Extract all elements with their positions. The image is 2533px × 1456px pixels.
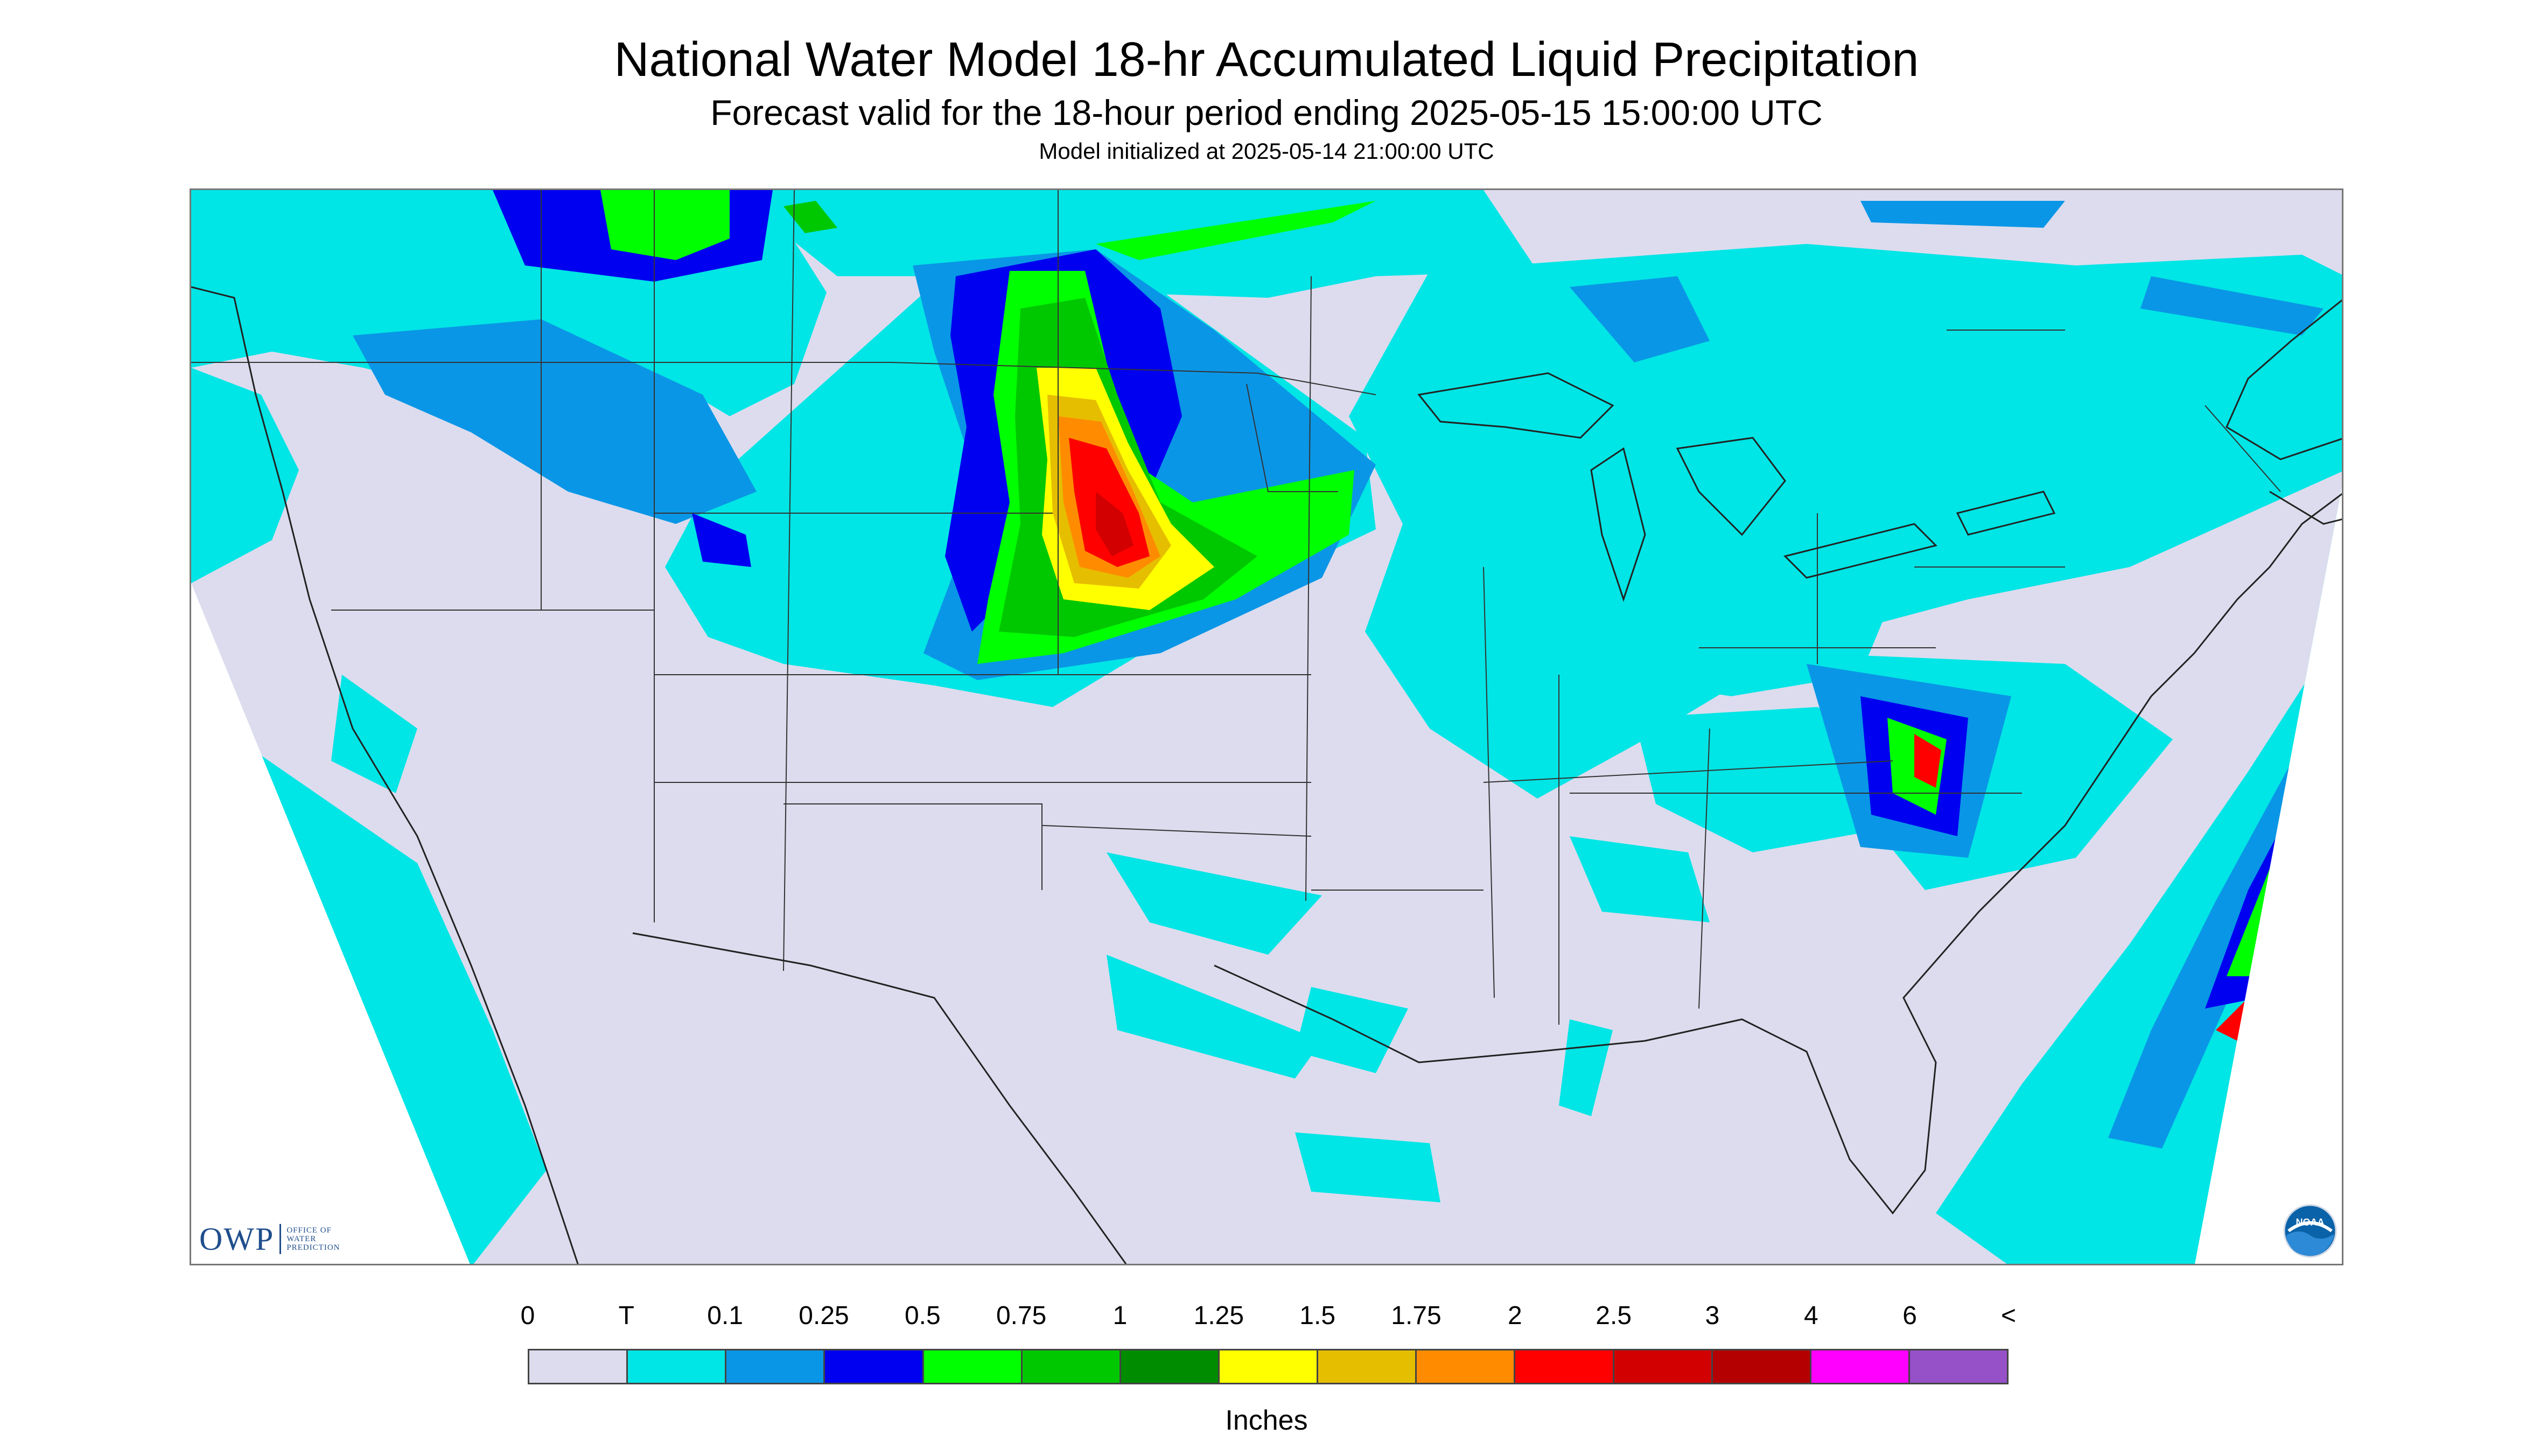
colorbar-tick-label: 0.5 bbox=[904, 1301, 941, 1330]
colorbar-tick-label: 3 bbox=[1705, 1301, 1720, 1330]
chart-subtitle: Forecast valid for the 18-hour period en… bbox=[710, 93, 1823, 132]
owp-line-3: PREDICTION bbox=[286, 1243, 340, 1252]
colorbar-tick-label: < bbox=[2000, 1301, 2017, 1330]
colorbar-swatch bbox=[529, 1350, 628, 1383]
colorbar-tick-label: 1.25 bbox=[1193, 1301, 1244, 1330]
colorbar-tick-label: 2.5 bbox=[1596, 1301, 1632, 1330]
colorbar-units: Inches bbox=[1225, 1405, 1308, 1436]
colorbar-swatch bbox=[1121, 1350, 1220, 1383]
colorbar-swatch bbox=[628, 1350, 727, 1383]
colorbar-tick-label: 0.1 bbox=[707, 1301, 744, 1330]
chart-title: National Water Model 18-hr Accumulated L… bbox=[614, 33, 1919, 87]
colorbar-swatch bbox=[1811, 1350, 1910, 1383]
colorbar bbox=[528, 1349, 2009, 1384]
colorbar-tick-label: 1.5 bbox=[1299, 1301, 1336, 1330]
state-borders bbox=[191, 190, 2281, 1025]
colorbar-swatch bbox=[1417, 1350, 1516, 1383]
owp-wordmark: OFFICE OF WATER PREDICTION bbox=[286, 1226, 340, 1252]
colorbar-tick-label: 0.25 bbox=[799, 1301, 849, 1330]
owp-line-2: WATER bbox=[286, 1235, 317, 1243]
colorbar-tick-label: 2 bbox=[1507, 1301, 1522, 1330]
colorbar-tick-label: 1 bbox=[1112, 1301, 1128, 1330]
colorbar-swatch bbox=[1515, 1350, 1614, 1383]
precipitation-map bbox=[190, 188, 2343, 1265]
colorbar-tick-label: 1.75 bbox=[1391, 1301, 1442, 1330]
owp-mark: OWP bbox=[199, 1221, 275, 1257]
colorbar-tick-label: 6 bbox=[1902, 1301, 1918, 1330]
outside-domain bbox=[191, 583, 470, 1264]
colorbar-swatch bbox=[1909, 1350, 2007, 1383]
colorbar-tick-label: T bbox=[618, 1301, 634, 1330]
core-precip-areas bbox=[1037, 368, 2318, 1041]
coastlines bbox=[191, 286, 2342, 1264]
owp-line-1: OFFICE OF bbox=[286, 1226, 332, 1235]
colorbar-tick-label: 4 bbox=[1803, 1301, 1818, 1330]
colorbar-swatch bbox=[1614, 1350, 1713, 1383]
great-lakes bbox=[1417, 372, 2056, 602]
noaa-text: NOAA bbox=[2296, 1217, 2325, 1228]
colorbar-swatch bbox=[726, 1350, 825, 1383]
colorbar-swatch bbox=[1318, 1350, 1417, 1383]
colorbar-swatch bbox=[825, 1350, 924, 1383]
colorbar-swatch bbox=[1712, 1350, 1811, 1383]
colorbar-tick-label: 0 bbox=[520, 1301, 535, 1330]
colorbar-swatch bbox=[1219, 1350, 1319, 1383]
colorbar-swatch bbox=[1022, 1350, 1121, 1383]
colorbar-labels: 0 T 0.1 0.25 0.5 0.75 1 1.25 1.5 1.75 2 2.5 3 4 6 < bbox=[512, 1303, 2019, 1335]
colorbar-swatch bbox=[923, 1350, 1023, 1383]
owp-logo: OWP OFFICE OF WATER PREDICTION bbox=[199, 1220, 340, 1258]
owp-divider bbox=[279, 1224, 282, 1254]
colorbar-tick-label: 0.75 bbox=[996, 1301, 1047, 1330]
noaa-logo: NOAA bbox=[2283, 1204, 2337, 1258]
model-init-time: Model initialized at 2025-05-14 21:00:00… bbox=[1039, 138, 1494, 164]
